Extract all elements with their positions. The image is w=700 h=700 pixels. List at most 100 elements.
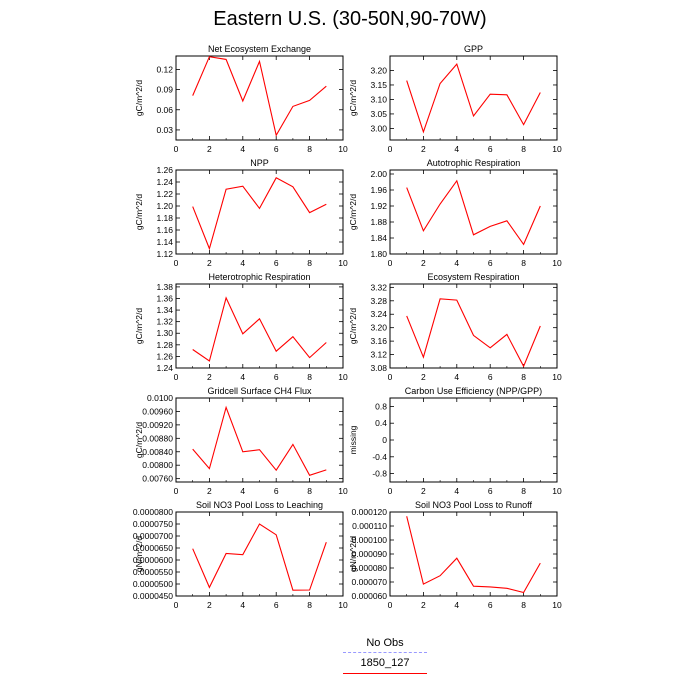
panel-1: Net Ecosystem Exchange gC/m^2/d 0 2 4 6 8 10 0.0… — [134, 44, 348, 154]
y-tick-label: 0.0000600 — [133, 555, 173, 565]
y-tick-label: 0.0000500 — [133, 579, 173, 589]
x-tick-label: 8 — [307, 372, 312, 382]
y-tick-label: 0.000090 — [352, 549, 388, 559]
y-tick-label: 0.00880 — [142, 433, 173, 443]
series-line-1850-127 — [192, 177, 327, 251]
y-tick-label: 1.36 — [156, 293, 173, 303]
y-tick-label: 0.0000650 — [133, 543, 173, 553]
y-tick-label: 0.0000800 — [133, 507, 173, 517]
y-axis-label: gC/m^2/d — [134, 422, 144, 458]
x-tick-label: 2 — [421, 144, 426, 154]
x-tick-label: 4 — [240, 486, 245, 496]
y-tick-label: 1.28 — [156, 340, 173, 350]
y-tick-label: 1.92 — [370, 201, 387, 211]
x-tick-label: 10 — [338, 144, 348, 154]
y-tick-label: 0.000060 — [352, 591, 388, 601]
panel-5: Heterotrophic Respiration gC/m^2/d 0 2 4 6 8 10… — [134, 272, 348, 382]
y-tick-label: 0.0100 — [147, 393, 173, 403]
x-tick-label: 0 — [174, 486, 179, 496]
series-line-1850-127 — [406, 179, 541, 246]
x-tick-label: 4 — [454, 372, 459, 382]
plot-frame — [175, 169, 344, 255]
x-tick-label: 10 — [552, 372, 562, 382]
y-tick-label: 1.38 — [156, 282, 173, 292]
y-tick-label: 3.15 — [370, 80, 387, 90]
panel-title: NPP — [250, 158, 269, 168]
y-tick-label: 0.12 — [156, 64, 173, 74]
panel-title: Carbon Use Efficiency (NPP/GPP) — [405, 386, 542, 396]
panel-6: Ecosystem Respiration gC/m^2/d 0 2 4 6 8 10 3.08… — [348, 272, 562, 382]
x-tick-label: 0 — [388, 258, 393, 268]
y-tick-label: 0.000120 — [352, 507, 388, 517]
x-tick-label: 0 — [174, 600, 179, 610]
y-tick-label: 0.00920 — [142, 420, 173, 430]
y-tick-label: 0.0000750 — [133, 519, 173, 529]
x-tick-label: 10 — [552, 258, 562, 268]
plot-frame — [389, 511, 558, 597]
y-tick-label: 1.34 — [156, 305, 173, 315]
panel-title: Soil NO3 Pool Loss to Runoff — [415, 500, 532, 510]
legend-line-1850-127 — [343, 673, 427, 674]
x-tick-label: 6 — [274, 258, 279, 268]
x-tick-label: 0 — [174, 258, 179, 268]
x-tick-label: 8 — [521, 258, 526, 268]
series-line-1850-127 — [192, 56, 327, 137]
y-tick-label: 1.80 — [370, 249, 387, 259]
y-tick-label: 3.24 — [370, 309, 387, 319]
y-tick-label: 3.05 — [370, 109, 387, 119]
series-line-1850-127 — [406, 62, 541, 134]
x-tick-label: 2 — [421, 258, 426, 268]
panel-3: NPP gC/m^2/d 0 2 4 6 8 10 1.12 1.14 1.16 1.18 1.20 1.… — [134, 158, 348, 268]
series-line-1850-127 — [192, 523, 327, 591]
x-tick-label: 0 — [388, 600, 393, 610]
y-tick-label: 1.24 — [156, 177, 173, 187]
y-tick-label: 1.26 — [156, 165, 173, 175]
x-tick-label: 0 — [388, 486, 393, 496]
x-tick-label: 2 — [207, 486, 212, 496]
x-tick-label: 6 — [488, 144, 493, 154]
y-tick-label: 0.000100 — [352, 535, 388, 545]
x-tick-label: 8 — [307, 486, 312, 496]
y-tick-label: 0.00960 — [142, 406, 173, 416]
plot-frame — [175, 55, 344, 141]
series-line-1850-127 — [192, 296, 327, 362]
x-tick-label: 4 — [240, 258, 245, 268]
x-tick-label: 10 — [338, 372, 348, 382]
panel-title: Net Ecosystem Exchange — [208, 44, 311, 54]
legend-label-1850-127: 1850_127 — [360, 657, 410, 669]
y-tick-label: 3.16 — [370, 336, 387, 346]
y-tick-label: 1.96 — [370, 185, 387, 195]
x-tick-label: 4 — [454, 486, 459, 496]
y-tick-label: 1.24 — [156, 363, 173, 373]
y-axis-label: missing — [348, 425, 358, 454]
y-tick-label: 3.10 — [370, 94, 387, 104]
x-tick-label: 0 — [388, 144, 393, 154]
x-tick-label: 0 — [388, 372, 393, 382]
y-tick-label: 3.32 — [370, 282, 387, 292]
x-tick-label: 8 — [521, 372, 526, 382]
plot-frame — [389, 397, 558, 483]
x-tick-label: 2 — [421, 486, 426, 496]
plot-frame — [175, 397, 344, 483]
panel-4: Autotrophic Respiration gC/m^2/d 0 2 4 6 8 10 1.… — [348, 158, 562, 268]
x-tick-label: 8 — [307, 600, 312, 610]
y-tick-label: 2.00 — [370, 169, 387, 179]
x-tick-label: 4 — [454, 600, 459, 610]
panel-10: Soil NO3 Pool Loss to Runoff gN/m^2/d 0 2 4 6… — [348, 500, 562, 610]
y-axis-label: gC/m^2/d — [134, 308, 144, 344]
y-tick-label: 0.000080 — [352, 563, 388, 573]
y-tick-label: 3.00 — [370, 123, 387, 133]
y-tick-label: 1.12 — [156, 249, 173, 259]
y-tick-label: 1.22 — [156, 189, 173, 199]
x-tick-label: 10 — [552, 600, 562, 610]
x-tick-label: 10 — [552, 144, 562, 154]
x-tick-label: 2 — [207, 372, 212, 382]
panel-9: Soil NO3 Pool Loss to Leaching gN/m^2/d 0 2… — [133, 500, 348, 610]
y-tick-label: 0.0000450 — [133, 591, 173, 601]
y-tick-label: 1.16 — [156, 225, 173, 235]
x-tick-label: 4 — [240, 144, 245, 154]
y-tick-label: 3.28 — [370, 296, 387, 306]
y-tick-label: 0 — [382, 435, 387, 445]
panel-8: Carbon Use Efficiency (NPP/GPP) missing 0 2… — [348, 386, 562, 496]
